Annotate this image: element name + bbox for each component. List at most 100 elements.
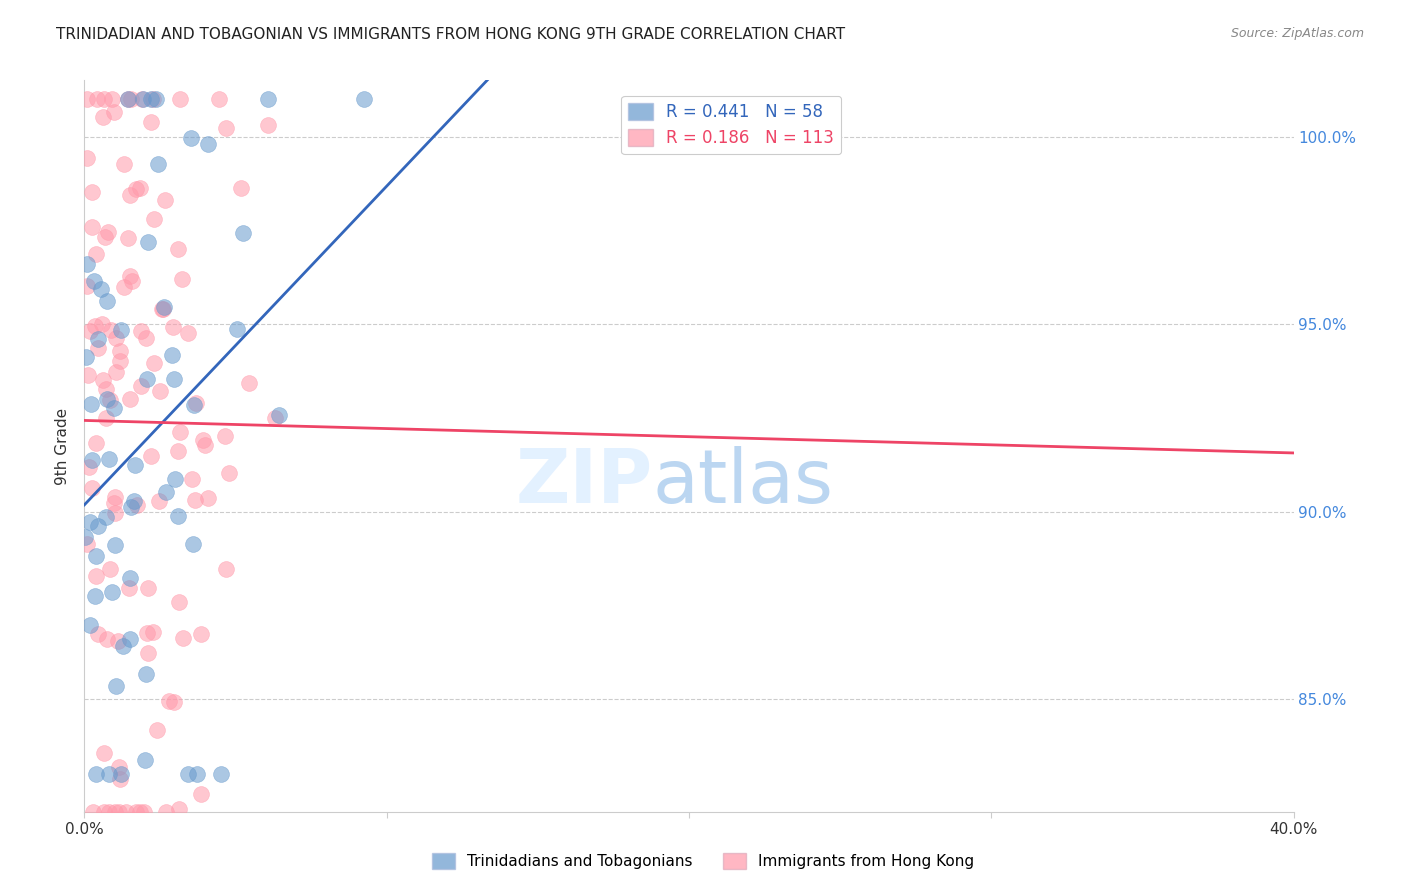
Point (136, 626, 159, 640)
Point (84, 318, 107, 333)
Point (163, 371, 186, 385)
Point (191, 434, 214, 448)
Point (232, 226, 254, 240)
Point (142, 625, 165, 640)
Point (84, 767, 107, 781)
Point (94, 410, 117, 425)
Point (142, 92, 165, 106)
Point (129, 379, 152, 393)
Point (215, 562, 238, 576)
Point (125, 498, 148, 512)
Point (105, 331, 128, 345)
Point (96, 510, 118, 524)
Point (153, 193, 176, 207)
Point (229, 181, 252, 195)
Point (100, 323, 122, 337)
Point (87, 627, 110, 641)
Point (169, 425, 191, 439)
Point (112, 156, 135, 170)
Point (98, 451, 121, 466)
Point (110, 322, 132, 336)
Point (129, 180, 152, 194)
Point (194, 438, 217, 452)
Point (80, 452, 103, 467)
Point (117, 92, 139, 106)
Point (152, 301, 174, 316)
Point (186, 767, 208, 781)
Point (125, 805, 148, 819)
Point (96, 382, 118, 396)
Point (103, 105, 125, 120)
Point (117, 92, 139, 106)
Point (105, 679, 128, 693)
Point (132, 92, 155, 106)
Point (134, 754, 156, 768)
Point (103, 401, 125, 415)
Point (155, 805, 177, 819)
Point (84, 435, 107, 450)
Point (218, 466, 240, 480)
Point (136, 581, 159, 595)
Point (197, 136, 219, 151)
Point (145, 92, 167, 106)
Point (93, 92, 115, 106)
Point (177, 767, 200, 781)
Point (146, 157, 169, 171)
Text: ZIP: ZIP (516, 446, 652, 519)
Point (169, 594, 191, 608)
Point (190, 627, 212, 641)
Point (75, 350, 97, 364)
Point (209, 767, 232, 781)
Point (86, 92, 108, 106)
Point (98, 393, 121, 408)
Point (117, 581, 139, 595)
Point (257, 119, 280, 133)
Point (139, 115, 162, 129)
Point (135, 331, 157, 345)
Point (155, 485, 177, 500)
Point (108, 772, 131, 786)
Point (87, 519, 110, 533)
Point (163, 695, 186, 709)
Point (214, 429, 236, 443)
Point (128, 805, 150, 819)
Point (184, 395, 207, 409)
Point (136, 646, 159, 660)
Point (79, 618, 101, 632)
Point (76, 279, 98, 293)
Point (120, 92, 142, 106)
Point (90, 282, 112, 296)
Point (131, 324, 153, 338)
Point (120, 188, 142, 202)
Point (184, 492, 207, 507)
Point (83, 589, 105, 603)
Point (263, 410, 285, 425)
Point (115, 805, 138, 819)
Point (79, 397, 101, 411)
Point (80, 186, 103, 200)
Point (110, 767, 132, 781)
Point (104, 490, 127, 504)
Point (107, 759, 129, 773)
Point (145, 723, 167, 738)
Point (118, 571, 141, 585)
Point (120, 500, 142, 514)
Point (121, 274, 143, 288)
Point (84, 569, 107, 583)
Point (132, 805, 155, 819)
Point (167, 243, 190, 257)
Point (87, 341, 110, 355)
Point (105, 366, 128, 380)
Point (170, 272, 193, 286)
Point (167, 802, 190, 816)
Point (142, 356, 165, 370)
Point (73, 530, 96, 544)
Point (353, 92, 375, 106)
Point (93, 746, 115, 760)
Point (118, 268, 141, 283)
Text: Source: ZipAtlas.com: Source: ZipAtlas.com (1230, 27, 1364, 40)
Point (122, 494, 145, 508)
Legend: Trinidadians and Tobagonians, Immigrants from Hong Kong: Trinidadians and Tobagonians, Immigrants… (426, 847, 980, 875)
Point (79, 516, 101, 530)
Point (120, 632, 142, 646)
